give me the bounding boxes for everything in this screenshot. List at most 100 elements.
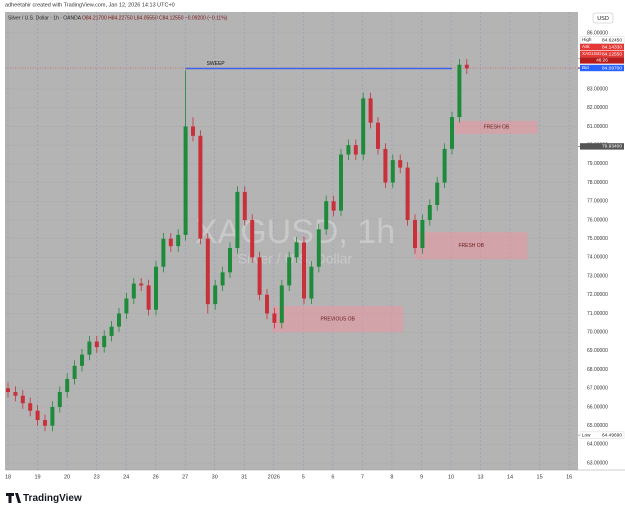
y-tick-label: 73.00000: [587, 273, 608, 279]
candle-body: [383, 148, 388, 183]
candle-body: [131, 283, 136, 299]
candle-body: [109, 326, 114, 336]
candle-body: [235, 191, 240, 249]
currency-button[interactable]: [592, 12, 614, 24]
x-tick-label: 27: [182, 474, 188, 480]
y-tick-label: 70.00000: [587, 329, 608, 335]
watermark-sub: Silver / U.S. Dollar: [238, 251, 353, 267]
y-tick-label: 77.00000: [587, 199, 608, 205]
candle-body: [87, 341, 92, 355]
candle-body: [287, 257, 292, 286]
candle-body: [220, 272, 225, 286]
price-tag-name: XAGUSD: [582, 51, 602, 56]
price-tag: [579, 431, 625, 439]
price-tag: [580, 143, 624, 150]
y-tick-label: 64.00000: [587, 442, 608, 448]
candle-body: [302, 242, 306, 299]
candle-body: [331, 201, 336, 211]
ohlc: O84.21700 H84.22750 L84.05550 C84.12550 …: [82, 15, 228, 21]
x-tick-label: 30: [212, 474, 218, 480]
y-tick-label: 74.00000: [587, 255, 608, 261]
y-tick-label: 82.00000: [587, 105, 608, 111]
price-tag-name: Ask: [582, 44, 590, 49]
candle-body: [339, 154, 343, 211]
price-tag-value: 64.49690: [602, 432, 622, 438]
candle-body: [265, 294, 269, 314]
price-tag-name: High: [582, 37, 592, 42]
price-tag: [579, 36, 625, 44]
x-tick-label: 5: [302, 474, 305, 480]
candle-body: [361, 98, 366, 155]
y-tick-label: 69.00000: [587, 348, 608, 354]
x-tick-label: 8: [390, 474, 393, 480]
candle-body: [457, 64, 462, 118]
x-tick-label: 26: [153, 474, 159, 480]
candle-body: [80, 354, 84, 366]
credit: adheetahir created with TradingView.com,…: [5, 2, 175, 8]
y-tick-label: 67.00000: [587, 386, 608, 392]
candle-body: [124, 298, 129, 314]
candle-body: [13, 392, 18, 396]
candle-body: [205, 238, 210, 305]
x-tick-label: 14: [507, 474, 513, 480]
price-tag-name: Bid: [582, 65, 589, 70]
y-tick-label: 66.00000: [587, 404, 608, 410]
candle-body: [353, 145, 358, 155]
symbol-info: Silver / U.S. Dollar · 1h · OANDA: [8, 15, 82, 21]
x-tick-label: 2026: [268, 474, 280, 480]
price-tag: [580, 64, 624, 72]
y-tick-label: 79.00000: [587, 161, 608, 167]
candle-body: [309, 266, 314, 299]
candle-body: [316, 229, 321, 267]
candle-body: [50, 406, 55, 426]
y-tick-label: 86.00000: [587, 30, 608, 36]
x-tick-label: 18: [5, 474, 11, 480]
x-tick-label: 20: [64, 474, 70, 480]
candle-body: [294, 242, 299, 258]
candle-body: [435, 182, 440, 205]
candle-body: [213, 285, 218, 305]
candle-body: [279, 285, 284, 323]
candle-body: [139, 283, 144, 286]
x-tick-label: 16: [566, 474, 572, 480]
y-tick-label: 72.00000: [587, 292, 608, 298]
candle-body: [20, 395, 25, 404]
x-tick-label: 15: [537, 474, 543, 480]
currency[interactable]: USD: [597, 16, 609, 22]
x-tick-label: 31: [241, 474, 247, 480]
y-tick-label: 81.00000: [587, 124, 608, 130]
candle-body: [390, 160, 395, 183]
candle-body: [398, 160, 403, 168]
candle-body: [117, 313, 121, 327]
price-tag-name: Low: [582, 432, 591, 437]
order-block-zone: [415, 232, 528, 260]
y-tick-label: 78.00000: [587, 180, 608, 186]
candle-body: [102, 335, 107, 348]
y-tick-label: 71.00000: [587, 311, 608, 317]
candle-body: [427, 204, 432, 220]
candle-body: [154, 266, 158, 310]
price-tag: [580, 43, 624, 51]
order-block-zone: [272, 305, 404, 333]
candle-body: [242, 191, 247, 220]
y-tick-label: 76.00000: [587, 217, 608, 223]
x-tick-label: 13: [477, 474, 483, 480]
zone-label: FRESH OB: [458, 243, 484, 249]
x-tick-label: 19: [34, 474, 40, 480]
x-tick-label: 10: [448, 474, 454, 480]
x-tick-label: 7: [361, 474, 364, 480]
candle-body: [324, 201, 329, 230]
price-axis: [578, 12, 625, 470]
order-block-zone: [454, 120, 538, 134]
candle-body: [65, 378, 70, 393]
candle-body: [228, 248, 232, 273]
price-tag-value: 84.12550: [602, 51, 622, 57]
countdown: 46:26: [596, 58, 608, 63]
candle-body: [183, 126, 188, 235]
x-tick-label: 6: [331, 474, 334, 480]
y-tick-label: 63.00000: [587, 460, 608, 466]
candle-body: [146, 285, 151, 310]
candle-body: [72, 365, 77, 379]
x-tick-label: 24: [123, 474, 129, 480]
